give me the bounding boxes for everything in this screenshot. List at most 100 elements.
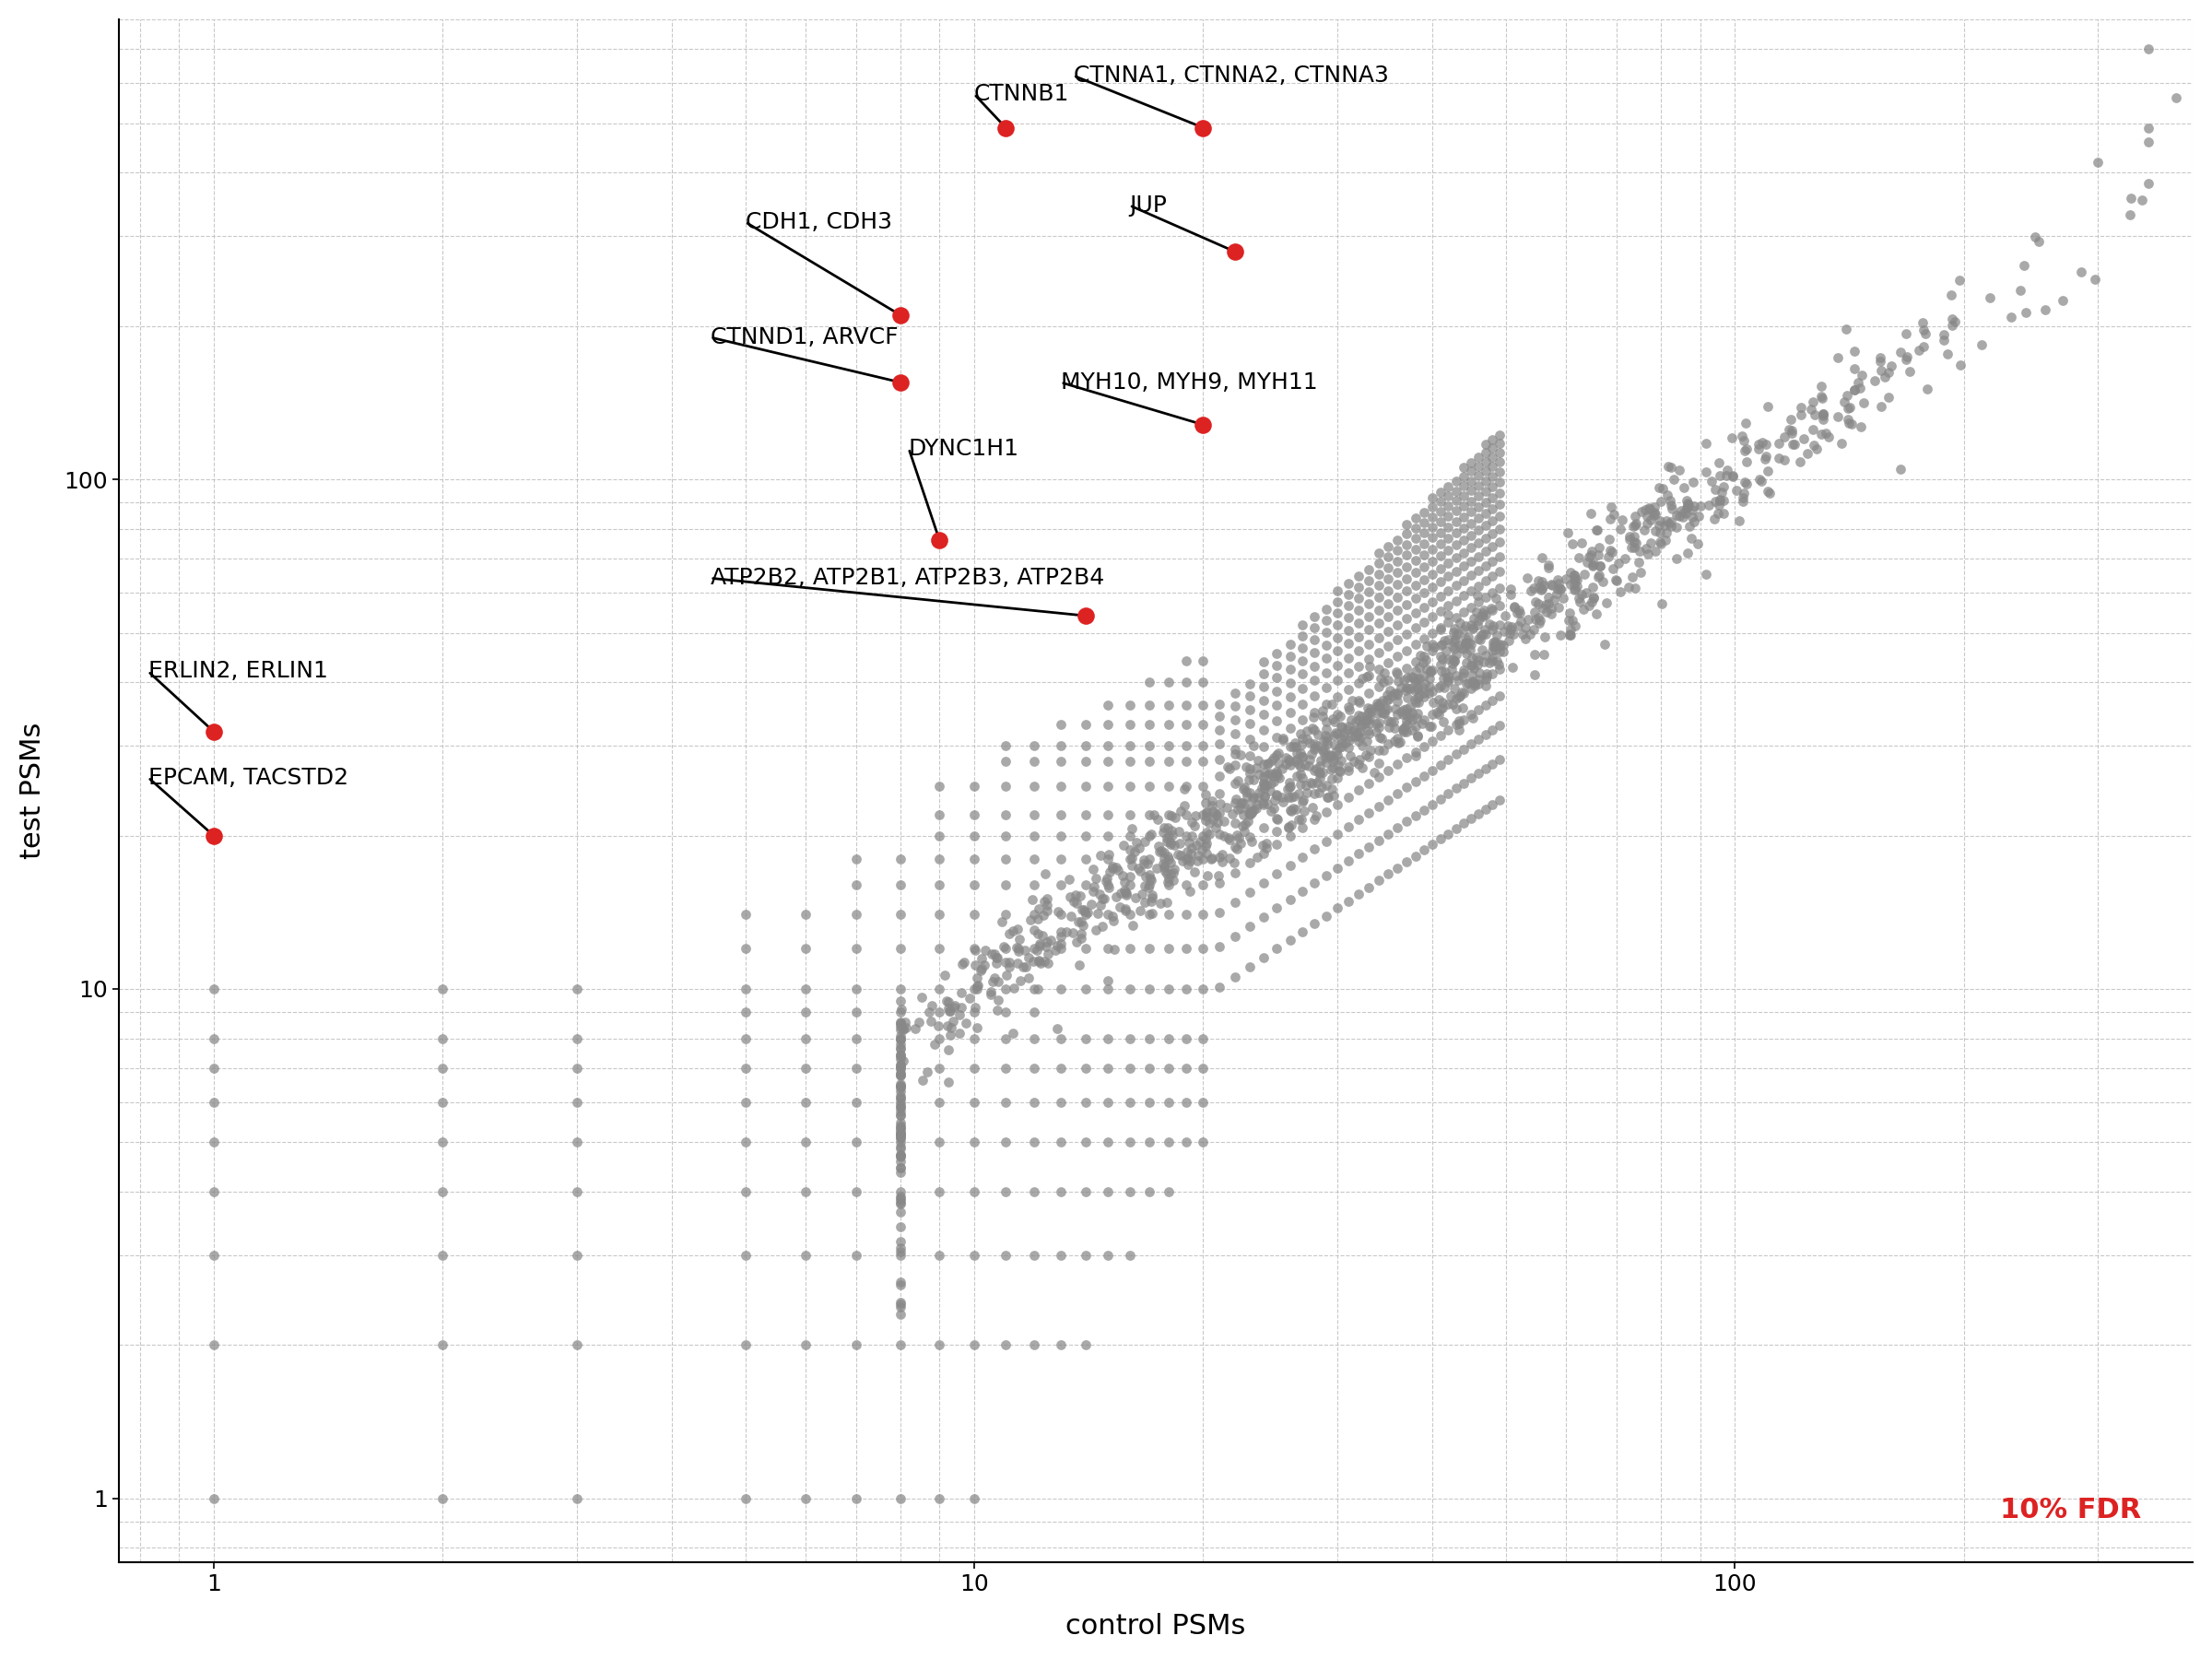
Point: [1018, 1178, 1053, 1204]
Point: [1113, 863, 1148, 889]
Point: [1139, 854, 1175, 881]
Point: [197, 823, 232, 849]
Point: [1026, 861, 1062, 888]
Point: [1358, 710, 1394, 737]
Point: [1475, 473, 1511, 499]
Point: [1232, 710, 1267, 737]
Point: [1856, 367, 1891, 393]
Point: [1482, 542, 1517, 569]
Point: [1557, 562, 1593, 589]
Point: [1575, 589, 1610, 615]
Point: [1493, 581, 1528, 607]
Point: [883, 1083, 918, 1110]
Point: [1829, 395, 1865, 421]
Point: [1068, 1055, 1104, 1082]
Point: [1431, 473, 1467, 499]
Point: [927, 962, 962, 989]
Point: [1405, 710, 1440, 737]
Point: [1438, 533, 1473, 559]
Point: [1750, 458, 1785, 484]
Point: [728, 936, 763, 962]
Point: [1500, 612, 1535, 639]
Point: [980, 944, 1015, 971]
Point: [883, 846, 918, 873]
Point: [1259, 936, 1294, 962]
Point: [1571, 542, 1606, 569]
Point: [1352, 662, 1387, 688]
Point: [1482, 529, 1517, 556]
Point: [1905, 310, 1940, 337]
Point: [1221, 768, 1256, 795]
Point: [1352, 645, 1387, 672]
Point: [1398, 705, 1433, 732]
Point: [883, 1234, 918, 1261]
Point: [1447, 657, 1482, 684]
Point: [1453, 478, 1489, 504]
Point: [1079, 864, 1115, 891]
Point: [1683, 493, 1719, 519]
Point: [1411, 713, 1447, 740]
Point: [1396, 687, 1431, 713]
Point: [1745, 430, 1781, 456]
Point: [1460, 504, 1495, 531]
Point: [1082, 881, 1117, 907]
Point: [1400, 688, 1436, 715]
Point: [1475, 508, 1511, 534]
Point: [1314, 748, 1349, 775]
Point: [1845, 390, 1880, 416]
Point: [1150, 1055, 1186, 1082]
Point: [1015, 949, 1051, 975]
Point: [1436, 650, 1471, 677]
Point: [1314, 757, 1349, 783]
Point: [1248, 830, 1283, 856]
Point: [1135, 884, 1170, 911]
Point: [1354, 695, 1389, 722]
Point: [1232, 742, 1267, 768]
Point: [1217, 239, 1252, 265]
Point: [964, 956, 1000, 982]
Point: [1677, 493, 1712, 519]
Point: [1447, 528, 1482, 554]
Point: [1272, 698, 1307, 725]
Point: [1272, 815, 1307, 841]
Point: [1447, 735, 1482, 761]
Point: [956, 1025, 991, 1052]
Point: [1285, 765, 1321, 791]
Point: [1281, 750, 1316, 776]
Point: [1453, 458, 1489, 484]
Point: [1447, 463, 1482, 489]
Point: [1124, 881, 1159, 907]
Point: [1360, 693, 1396, 720]
Point: [1363, 700, 1398, 727]
Point: [973, 941, 1009, 967]
Point: [1303, 765, 1338, 791]
Point: [560, 1088, 595, 1115]
Point: [1068, 936, 1104, 962]
Point: [1321, 720, 1356, 747]
Point: [1186, 748, 1221, 775]
Point: [1298, 803, 1334, 830]
Point: [1444, 693, 1480, 720]
Point: [1453, 523, 1489, 549]
Point: [1307, 828, 1343, 854]
Point: [936, 994, 971, 1020]
Point: [883, 1130, 918, 1156]
Point: [1285, 786, 1321, 813]
Point: [1259, 679, 1294, 705]
Point: [1091, 846, 1126, 873]
Point: [1194, 798, 1230, 825]
Point: [1460, 463, 1495, 489]
Point: [1164, 798, 1199, 825]
Point: [1632, 506, 1668, 533]
Point: [1371, 617, 1407, 644]
Point: [1469, 538, 1504, 564]
Point: [1907, 317, 1942, 343]
Point: [1102, 893, 1137, 919]
Point: [1201, 863, 1237, 889]
Point: [1380, 660, 1416, 687]
Point: [1186, 801, 1221, 828]
Point: [1785, 426, 1820, 453]
Point: [1413, 679, 1449, 705]
Point: [1334, 743, 1369, 770]
Point: [1438, 478, 1473, 504]
